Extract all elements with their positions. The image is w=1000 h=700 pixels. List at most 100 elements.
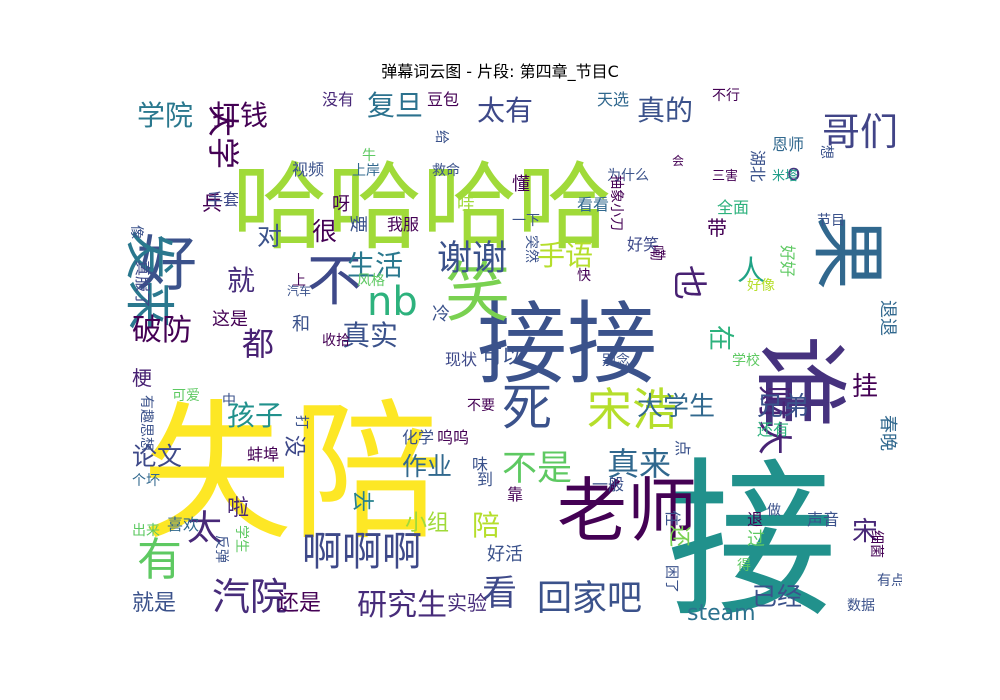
word-cloud-word: 看 [482,574,517,614]
word-cloud-word: 已经 [752,582,802,611]
word-cloud-word: 看看 [577,195,609,214]
word-cloud-word: 三害 [712,168,738,184]
chart-title: 弹幕词云图 - 片段: 第四章_节目C [381,62,619,81]
word-cloud-word: 宋浩 [587,383,677,436]
word-cloud-word: 化学 [402,428,434,447]
word-cloud-word: 一下 [512,213,540,229]
word-cloud-word: 别念 [602,352,630,369]
word-cloud-word: 笑 [445,256,510,331]
word-cloud-word: 豆包 [427,90,459,109]
word-cloud-word: 嘞 [648,245,667,261]
word-cloud-word: 懂 [512,174,530,195]
word-cloud-word: 没 [281,435,306,457]
word-cloud-word: 中 [222,393,236,409]
word-cloud-word: 好像 [747,278,775,294]
word-cloud-word: 还是 [277,591,321,616]
word-cloud-word: 抽象小刀 [608,175,624,231]
word-cloud-word: 退退 [877,300,898,336]
word-cloud-word: 好活 [487,544,523,565]
word-cloud-word: 谢谢 [437,239,507,279]
word-cloud-word: 很 [312,217,337,246]
word-cloud-word: 太 [187,509,222,549]
word-cloud-word: 点 [673,440,692,456]
word-cloud-word: 还 [666,525,691,547]
word-cloud-word: 现状 [445,350,477,369]
word-cloud-word: 得 [737,557,751,574]
word-cloud-word: nb [367,279,418,325]
word-cloud-word: 为什么 [607,168,649,184]
word-cloud-word: 挂 [852,372,878,402]
word-cloud-word: 学校 [732,352,760,369]
word-cloud-word: 回家吧 [537,579,642,619]
word-cloud-word: 实验 [447,591,487,615]
word-cloud-word: 湖北 [748,150,767,182]
word-cloud-word: 上 [292,273,306,289]
word-cloud-word: 梗 [132,366,152,390]
word-cloud-word: 不是 [502,449,572,489]
word-cloud-word: 喜欢 [167,515,199,534]
word-cloud-word: 接 [667,443,837,625]
word-cloud-word: 哈哈哈哈 [232,153,612,263]
word-cloud-word: 蚌埠 [247,445,279,464]
word-cloud-word: 快 [577,268,591,284]
word-cloud-word: 学院 [137,99,193,132]
word-cloud-word: 味 [472,455,488,474]
word-cloud-word: 太有 [477,94,533,127]
word-cloud-word: 研究生 [357,588,447,623]
word-cloud-word: 声音 [807,510,839,529]
word-cloud-word: 不要 [467,398,495,414]
word-cloud-word: 生活 [347,249,403,282]
word-cloud-word: 会 [672,154,684,168]
word-cloud-word: 去 [349,490,374,512]
word-cloud-word: 我服 [387,215,419,234]
word-cloud-word: 上岸 [352,163,380,179]
word-cloud-word: 打钱 [212,99,268,132]
word-cloud-word: 谁 [744,335,854,430]
word-cloud-word: 细菌 [868,530,884,558]
word-cloud-word: 大学 [204,105,242,169]
word-cloud-word: 好好 [778,245,797,277]
word-cloud-word: 像 [128,225,144,239]
word-cloud-word: 反弹 [213,535,229,563]
word-cloud-word: 和 [292,314,310,335]
word-cloud-word: 老师 [557,470,697,552]
word-cloud-word: 就是 [132,591,176,616]
word-cloud-word: 没有 [322,90,354,109]
word-cloud-word: 啊啊啊 [302,529,422,575]
word-cloud-word: 真的 [637,94,693,127]
word-cloud-word: 到 [477,470,493,489]
word-cloud-word: 数据 [847,598,875,614]
word-cloud-word: 就 [227,264,255,297]
word-cloud-word: 小组 [405,511,449,536]
word-cloud-word: 米塔 [772,169,798,184]
word-cloud-word: 这是 [212,309,248,330]
word-cloud-word: 复旦 [367,89,423,122]
word-cloud-word: 风格 [357,273,385,289]
word-cloud-word: 宋 [852,517,878,547]
word-cloud-word: 退 [747,510,763,529]
word-cloud-word: 孩子 [227,399,283,432]
word-cloud-word: 可以 [482,344,522,368]
word-cloud-word: 节目 [817,213,845,229]
word-cloud-word: 个坏 [132,473,160,489]
word-cloud-word: 汽院 [212,575,288,619]
word-cloud-word: 真实 [342,319,398,352]
word-cloud-word: 作业 [402,452,452,481]
word-cloud-word: 不行 [712,88,740,104]
word-cloud-word: 救命 [432,162,460,179]
word-cloud-word: 真来 [607,445,671,483]
word-cloud-word: 做 [767,503,781,519]
word-cloud-word: 打 [293,415,310,429]
word-cloud-word: 给 [433,130,449,144]
word-cloud-word: 出来 [132,523,160,539]
word-cloud-word: 对 [257,222,282,251]
word-cloud-word: 在 [705,325,735,351]
word-cloud-word: 不 [307,249,362,313]
word-cloud-word: 兵 [202,191,222,215]
word-cloud-word: 啦 [227,496,249,521]
word-cloud-word: 视频 [292,160,324,179]
word-cloud-word: 接接 [477,292,657,397]
word-cloud-word: 靠 [507,485,523,504]
word-cloud-word: 可爱 [172,388,200,404]
